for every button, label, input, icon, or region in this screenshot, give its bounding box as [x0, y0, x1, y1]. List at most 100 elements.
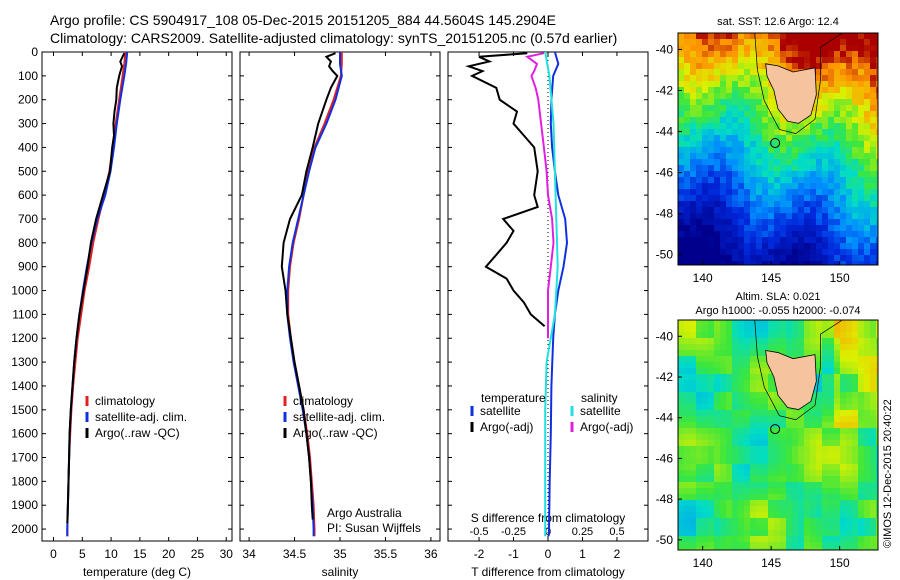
map-cell: [774, 147, 781, 154]
map-cell: [840, 320, 847, 327]
map-cell: [774, 123, 781, 130]
map-cell: [756, 207, 763, 214]
map-cell: [786, 153, 793, 160]
map-cell: [696, 81, 703, 88]
legend-label: satellite: [580, 404, 621, 418]
map-cell: [834, 332, 841, 339]
map-cell: [822, 219, 829, 226]
map-cell: [708, 440, 715, 447]
map-cell: [816, 518, 823, 525]
map-cell: [696, 219, 703, 226]
map-cell: [696, 410, 703, 417]
map-cell: [876, 195, 878, 202]
map-cell: [714, 392, 721, 399]
map-cell: [858, 33, 865, 40]
map-cell: [744, 93, 751, 100]
map-cell: [756, 392, 763, 399]
map-cell: [864, 494, 871, 501]
map-cell: [858, 201, 865, 208]
map-cell: [876, 506, 878, 513]
map-cell: [774, 177, 781, 184]
map-cell: [714, 338, 721, 345]
map-cell: [774, 488, 781, 495]
map-cell: [738, 434, 745, 441]
map-cell: [684, 57, 691, 64]
map-cell: [684, 476, 691, 483]
map-cell: [702, 476, 709, 483]
map-cell: [852, 434, 859, 441]
map-cell: [738, 255, 745, 262]
map-cell: [708, 213, 715, 220]
map-cell: [708, 165, 715, 172]
map-cell: [876, 494, 878, 501]
map-cell: [858, 470, 865, 477]
map-cell: [822, 243, 829, 250]
map-cell: [768, 93, 775, 100]
map-cell: [696, 386, 703, 393]
map-cell: [870, 542, 877, 549]
map-cell: [696, 428, 703, 435]
map-cell: [834, 147, 841, 154]
map-cell: [774, 45, 781, 52]
map-cell: [696, 362, 703, 369]
map-cell: [696, 201, 703, 208]
map-cell: [828, 500, 835, 507]
map-cell: [744, 189, 751, 196]
map-cell: [846, 344, 853, 351]
map-cell: [834, 195, 841, 202]
map-cell: [858, 225, 865, 232]
map-cell: [870, 476, 877, 483]
map-cell: [738, 117, 745, 124]
map-cell: [804, 129, 811, 136]
map-cell: [714, 129, 721, 136]
map-cell: [780, 542, 787, 549]
map-cell: [744, 338, 751, 345]
map-cell: [864, 39, 871, 46]
map-cell: [708, 524, 715, 531]
map-cell: [684, 171, 691, 178]
map-cell: [726, 45, 733, 52]
map-cell: [858, 177, 865, 184]
map-cell: [858, 422, 865, 429]
map-cell: [876, 326, 878, 333]
map-cell: [840, 201, 847, 208]
map-cell: [756, 63, 763, 70]
map-cell: [690, 488, 697, 495]
series-line-satellite-adj-clim-: [286, 52, 343, 537]
map-cell: [684, 458, 691, 465]
map-cell: [738, 99, 745, 106]
map-cell: [714, 63, 721, 70]
map-cell: [858, 434, 865, 441]
map-cell: [870, 452, 877, 459]
map-cell: [714, 548, 721, 550]
y-tick-label: -50: [656, 248, 674, 262]
map-cell: [702, 63, 709, 70]
map-cell: [798, 33, 805, 40]
map-cell: [852, 87, 859, 94]
map-cell: [744, 261, 751, 265]
map-cell: [864, 75, 871, 82]
map-cell: [690, 93, 697, 100]
map-cell: [852, 398, 859, 405]
map-cell: [690, 111, 697, 118]
map-cell: [678, 446, 685, 453]
map-cell: [684, 356, 691, 363]
map-cell: [696, 344, 703, 351]
map-cell: [780, 536, 787, 543]
map-cell: [816, 536, 823, 543]
map-cell: [858, 57, 865, 64]
map-cell: [774, 117, 781, 124]
map-cell: [864, 500, 871, 507]
map-cell: [714, 464, 721, 471]
map-cell: [828, 225, 835, 232]
map-cell: [774, 39, 781, 46]
map-cells: [678, 33, 878, 265]
map-cell: [804, 332, 811, 339]
map-cell: [840, 225, 847, 232]
map-cell: [678, 75, 685, 82]
legend-label: Argo(-adj): [580, 420, 633, 434]
map-cell: [846, 171, 853, 178]
map-cell: [804, 428, 811, 435]
map-cell: [738, 45, 745, 52]
map-cell: [840, 398, 847, 405]
